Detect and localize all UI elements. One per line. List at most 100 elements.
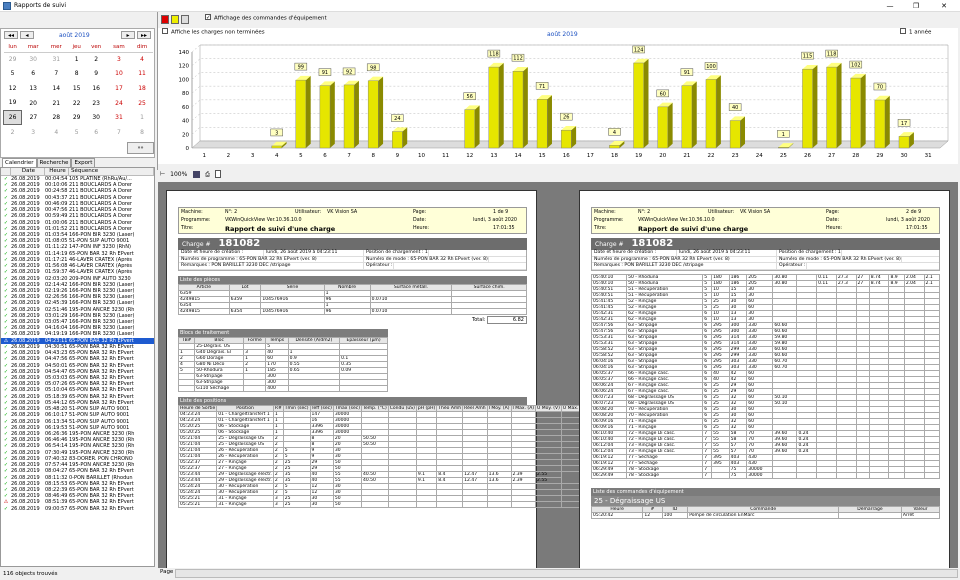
calendar-day[interactable]: 6	[94, 128, 99, 136]
next-month-button[interactable]: ▸	[121, 31, 135, 39]
list-item[interactable]: ⚠ 26.08.2019 08:51:39 65-PON BAR 32 Rh EPve…	[1, 499, 154, 505]
list-item[interactable]: ✓ 26.08.2019 01:59:37 46-LAVER CRATEX (Aprè…	[1, 269, 154, 275]
bar[interactable]	[609, 145, 620, 149]
list-item[interactable]: ✓ 26.08.2019 09:00:57 65-PON BAR 32 Rh EPve…	[1, 506, 154, 512]
list-item[interactable]: ✓ 26.08.2019 01:03:54 166-PON BIR 3230 (Las…	[1, 232, 154, 238]
calendar-day[interactable]: 7	[117, 128, 121, 136]
checkbox-year[interactable]: 1 année	[900, 28, 931, 36]
checkbox-charges-box[interactable]	[162, 28, 168, 34]
list-item[interactable]: ✓ 26.08.2019 08:15:53 65-PON BAR 32 Rh EPve…	[1, 481, 154, 487]
calendar-day[interactable]: 5	[74, 128, 79, 136]
list-item[interactable]: ✓ 26.08.2019 02:45:39 166-PON BIR 3230 (Las…	[1, 300, 154, 306]
list-item[interactable]: ✓ 26.08.2019 04:43:23 65-PON BAR 32 Rh EPve…	[1, 350, 154, 356]
tab-recherche[interactable]: Recherche	[36, 158, 72, 167]
bar[interactable]	[633, 62, 644, 149]
list-item[interactable]: ✓ 26.08.2019 00:10:06 211 BOUCLARDS A Dorer	[1, 182, 154, 188]
list-item[interactable]: ✓ 26.08.2019 08:04:27 65-PON BAR 32 Rh EPve…	[1, 468, 154, 474]
list-item[interactable]: ✓ 26.08.2019 06:46:46 195-PON ANCRE 3230 (R…	[1, 437, 154, 443]
calendar-day[interactable]: 7	[54, 70, 59, 78]
list-item[interactable]: ✓ 26.08.2019 00:24:58 211 BOUCLARDS A Dorer	[1, 188, 154, 194]
calendar-day[interactable]: 23	[92, 99, 100, 107]
list-item[interactable]: ✓ 26.08.2019 02:51:46 195-PON ANCRE 3230 (R…	[1, 307, 154, 313]
checkbox-equipment-box[interactable]: ✓	[205, 14, 211, 21]
calendar-day[interactable]: 29	[72, 114, 81, 122]
list-item[interactable]: ✓ 26.08.2019 05:07:26 65-PON BAR 32 Rh EPve…	[1, 381, 154, 387]
bar[interactable]	[802, 68, 813, 149]
tab-export[interactable]: Export	[71, 158, 96, 167]
bar[interactable]	[536, 99, 548, 149]
bar[interactable]	[319, 85, 331, 149]
checkbox-year-box[interactable]	[900, 28, 906, 34]
list-item[interactable]: ✓ 26.08.2019 04:19:19 166-PON BIR 3230 (Las…	[1, 331, 154, 337]
tab-calendrier[interactable]: Calendrier	[2, 158, 37, 167]
prev-month-button[interactable]: ◂	[20, 31, 34, 39]
list-item[interactable]: ✓ 26.08.2019 00:43:37 211 BOUCLARDS A Dorer	[1, 195, 154, 201]
calendar-day[interactable]: 4	[140, 56, 144, 64]
list-item[interactable]: ✓ 26.08.2019 05:48:20 51-PON SUP AUTO 9001	[1, 406, 154, 412]
bar[interactable]	[464, 109, 475, 149]
list-item[interactable]: ✓ 26.08.2019 01:11:22 147-PON INF 3230 (RhN…	[1, 244, 154, 250]
calendar-day[interactable]: 10	[115, 70, 123, 78]
bar[interactable]	[271, 145, 282, 149]
list-item[interactable]: ✓ 26.08.2019 02:03:20 209-PON INF AUTO 3230	[1, 276, 154, 282]
calendar-day[interactable]: 1	[74, 56, 79, 64]
calendar-day[interactable]: 2	[94, 56, 99, 64]
bar[interactable]	[729, 120, 741, 149]
save-icon[interactable]	[193, 170, 201, 178]
list-item[interactable]: ✓ 26.08.2019 01:17:21 46-LAVER CRATEX (Aprè…	[1, 257, 154, 263]
calendar-day[interactable]: 31	[115, 114, 123, 122]
checkbox-charges[interactable]: Affiche les charges non terminées	[162, 28, 265, 36]
list-item[interactable]: ✓ 26.08.2019 01:56:08 46-LAVER CRATEX (Aprè…	[1, 263, 154, 269]
pointer-icon[interactable]: ⊢	[160, 170, 166, 178]
list-item[interactable]: ✓ 26.08.2019 05:44:12 65-PON BAR 32 Rh EPve…	[1, 400, 154, 406]
calendar-go-button[interactable]: »»	[127, 142, 154, 154]
calendar-day[interactable]: 31	[52, 56, 61, 64]
calendar-day[interactable]: 1	[140, 114, 144, 122]
page-icon[interactable]	[214, 170, 221, 178]
list-item[interactable]: ✓ 26.08.2019 01:14:19 65-PON BAR 32 Rh EPve…	[1, 251, 154, 257]
list-item[interactable]: ✓ 26.08.2019 01:08:05 51-PON SUP AUTO 9001	[1, 238, 154, 244]
bar[interactable]	[898, 136, 910, 149]
calendar-day[interactable]: 19	[8, 99, 17, 107]
calendar-day[interactable]: 17	[115, 84, 123, 92]
list-item[interactable]: ✓ 26.08.2019 07:30:49 195-PON ANCRE 3230 (R…	[1, 450, 154, 456]
bar[interactable]	[705, 79, 717, 149]
calendar-day[interactable]: 25	[138, 99, 146, 107]
list-item[interactable]: ✓ 26.08.2019 02:26:56 166-PON BIR 3230 (Las…	[1, 294, 154, 300]
print-icon[interactable]	[181, 15, 189, 24]
next-year-button[interactable]: ▸▸	[137, 31, 151, 39]
calendar-day[interactable]: 30	[92, 114, 100, 122]
bar[interactable]	[392, 131, 403, 149]
close-button[interactable]: ✕	[941, 2, 947, 10]
list-item[interactable]: ✓ 26.08.2019 08:22:39 65-PON BAR 32 Rh EPve…	[1, 487, 154, 493]
bar[interactable]	[874, 99, 886, 149]
list-item[interactable]: ✓ 26.08.2019 03:01:29 166-PON BIR 3230 (Las…	[1, 313, 154, 319]
list-item[interactable]: ✓ 26.08.2019 08:46:49 65-PON BAR 32 Rh EPve…	[1, 493, 154, 499]
list-item[interactable]: ✓ 26.08.2019 06:19:53 51-PON SUP AUTO 9001	[1, 425, 154, 431]
calendar-day[interactable]: 6	[31, 70, 36, 78]
calendar-day[interactable]: 18	[138, 84, 146, 92]
list-item[interactable]: ✓ 26.08.2019 00:04:54 105 PLATINE (RhRu/Au/…	[1, 176, 154, 182]
list-item[interactable]: ✓ 26.08.2019 00:46:09 211 BOUCLARDS A Dorer	[1, 201, 154, 207]
calendar-day[interactable]: 30	[29, 56, 37, 64]
list-item[interactable]: ✓ 26.08.2019 01:01:52 211 BOUCLARDS A Dorer	[1, 226, 154, 232]
minimize-button[interactable]: —	[886, 2, 894, 10]
calendar-day[interactable]: 28	[52, 114, 61, 122]
calendar-day[interactable]: 26	[2, 109, 23, 126]
list-item[interactable]: ✓ 26.08.2019 06:26:36 195-PON ANCRE 3230 (R…	[1, 431, 154, 437]
list-header-date[interactable]: Date	[11, 168, 45, 175]
bar[interactable]	[826, 66, 837, 149]
list-item[interactable]: ✓ 26.08.2019 02:14:42 166-PON BIR 3230 (Las…	[1, 282, 154, 288]
list-item[interactable]: ✓ 26.08.2019 07:57:44 195-PON ANCRE 3230 (R…	[1, 462, 154, 468]
list-item[interactable]: ✓ 26.08.2019 00:59:49 211 BOUCLARDS A Dorer	[1, 213, 154, 219]
calendar-day[interactable]: 13	[29, 84, 37, 92]
list-item[interactable]: ✓ 26.08.2019 01:00:06 211 BOUCLARDS A Dorer	[1, 220, 154, 226]
calendar-day[interactable]: 2	[10, 129, 15, 137]
zoom-level[interactable]: 100%	[170, 170, 188, 178]
bar[interactable]	[488, 66, 500, 149]
list-item[interactable]: ✓ 26.08.2019 03:05:47 166-PON BIR 3230 (Las…	[1, 319, 154, 325]
calendar-day[interactable]: 29	[8, 56, 17, 64]
calendar-day[interactable]: 8	[140, 128, 144, 136]
calendar-day[interactable]: 3	[31, 128, 36, 136]
list-item[interactable]: ✓ 26.08.2019 04:54:47 65-PON BAR 32 Rh EPve…	[1, 369, 154, 375]
